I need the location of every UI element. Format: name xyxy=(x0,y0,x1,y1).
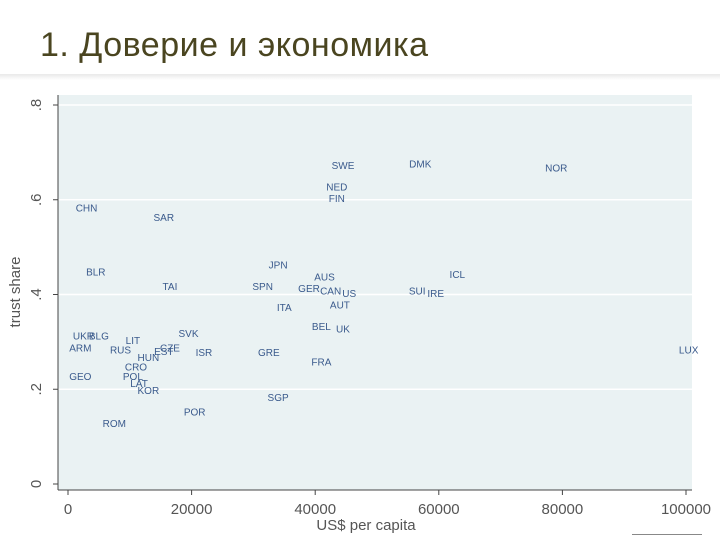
x-tick-label: 80000 xyxy=(542,501,584,518)
y-tick-label: .8 xyxy=(28,99,45,112)
point-label-sui: SUI xyxy=(409,287,426,298)
point-label-pol: POL xyxy=(123,372,143,383)
point-label-ger: GER xyxy=(298,284,320,295)
axis-ticks: 0 .2 .4 .6 .8 0 20000 40000 60000 80000 100000 xyxy=(28,99,711,518)
x-tick-label: 100000 xyxy=(661,501,711,518)
x-axis-label: US$ per capita xyxy=(316,517,416,534)
point-label-lat: LAT xyxy=(130,379,148,390)
scatter-chart: 0 .2 .4 .6 .8 0 20000 40000 60000 80000 100000 SWE… xyxy=(0,80,720,540)
point-label-aus: AUS xyxy=(314,272,335,283)
point-label-fra: FRA xyxy=(311,358,331,369)
point-label-isr: ISR xyxy=(196,348,213,359)
point-label-spn: SPN xyxy=(252,282,273,293)
point-label-ire: IRE xyxy=(427,289,444,300)
point-label-rus: RUS xyxy=(110,346,131,357)
point-label-uk: UK xyxy=(336,324,350,335)
point-label-arm: ARM xyxy=(69,343,91,354)
point-label-tai: TAI xyxy=(163,282,178,293)
point-label-dmk: DMK xyxy=(409,160,432,171)
point-label-cro: CRO xyxy=(125,362,147,373)
y-tick-label: .2 xyxy=(28,383,45,396)
point-label-us: US xyxy=(342,289,356,300)
y-tick-label: 0 xyxy=(28,480,45,488)
point-label-lit: LIT xyxy=(126,336,140,347)
point-label-kor: KOR xyxy=(138,386,160,397)
point-label-blg: BLG xyxy=(89,332,109,343)
plot-background xyxy=(58,95,692,490)
point-label-svk: SVK xyxy=(179,329,199,340)
point-label-ned: NED xyxy=(326,182,347,193)
x-tick-label: 0 xyxy=(64,501,72,518)
point-label-can: CAN xyxy=(320,287,341,298)
point-label-cze: CZE xyxy=(160,343,180,354)
point-label-lux: LUX xyxy=(679,346,699,357)
x-tick-label: 20000 xyxy=(171,501,213,518)
point-label-sar: SAR xyxy=(154,213,175,224)
point-label-gre: GRE xyxy=(258,348,280,359)
point-label-blr: BLR xyxy=(86,268,105,279)
point-label-bel: BEL xyxy=(312,322,331,333)
point-label-est: EST xyxy=(154,347,173,358)
point-label-sgp: SGP xyxy=(268,393,289,404)
y-tick-label: .4 xyxy=(28,288,45,301)
slide-title: 1. Доверие и экономика xyxy=(40,26,429,64)
point-label-fin: FIN xyxy=(329,194,345,205)
x-tick-label: 40000 xyxy=(294,501,336,518)
x-tick-label: 60000 xyxy=(418,501,460,518)
point-label-nor: NOR xyxy=(545,163,567,174)
point-label-hun: HUN xyxy=(138,353,160,364)
point-label-por: POR xyxy=(184,407,206,418)
point-label-ukr: UKR xyxy=(73,332,94,343)
gridlines xyxy=(58,104,692,390)
point-label-chn: CHN xyxy=(76,204,98,215)
point-label-jpn: JPN xyxy=(269,260,288,271)
point-label-rom: ROM xyxy=(103,419,126,430)
y-axis-label: trust share xyxy=(7,257,24,328)
point-label-icl: ICL xyxy=(450,270,466,281)
point-label-geo: GEO xyxy=(69,372,91,383)
y-tick-label: .6 xyxy=(28,193,45,206)
point-label-aut: AUT xyxy=(330,301,350,312)
point-label-swe: SWE xyxy=(332,161,355,172)
title-divider xyxy=(0,74,720,80)
point-label-ita: ITA xyxy=(277,303,292,314)
chart-svg: 0 .2 .4 .6 .8 0 20000 40000 60000 80000 100000 SWE… xyxy=(7,95,711,534)
footer-divider xyxy=(632,534,702,535)
